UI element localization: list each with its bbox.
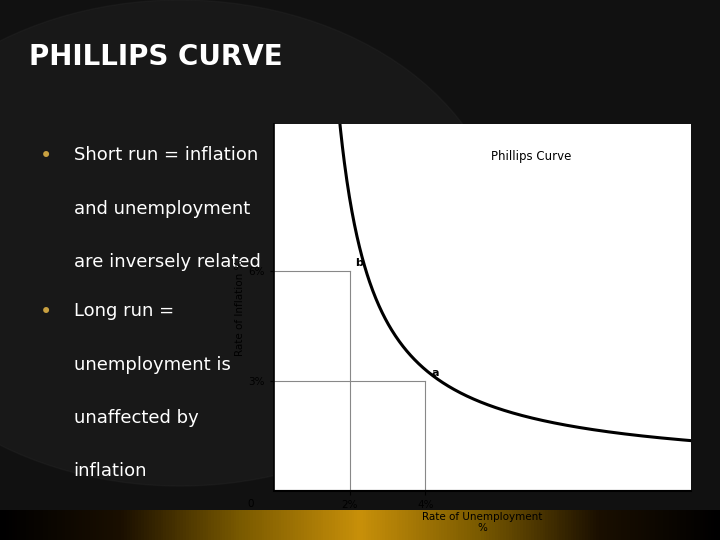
Text: a: a [431,368,438,378]
Text: Long run =: Long run = [73,302,174,320]
Text: 0: 0 [248,500,254,509]
Text: inflation: inflation [73,462,147,481]
Text: unaffected by: unaffected by [73,409,199,427]
Text: PHILLIPS CURVE: PHILLIPS CURVE [29,43,282,71]
Text: Phillips Curve: Phillips Curve [491,150,571,163]
Text: unemployment is: unemployment is [73,356,230,374]
Text: •: • [40,146,53,166]
Text: and unemployment: and unemployment [73,200,250,218]
X-axis label: Rate of Unemployment
%: Rate of Unemployment % [422,512,543,534]
Text: b: b [355,258,363,268]
Circle shape [0,0,504,486]
Text: Short run = inflation: Short run = inflation [73,146,258,165]
Y-axis label: Rate of Inflation %: Rate of Inflation % [235,260,246,356]
Text: •: • [40,302,53,322]
Text: are inversely related: are inversely related [73,253,261,271]
